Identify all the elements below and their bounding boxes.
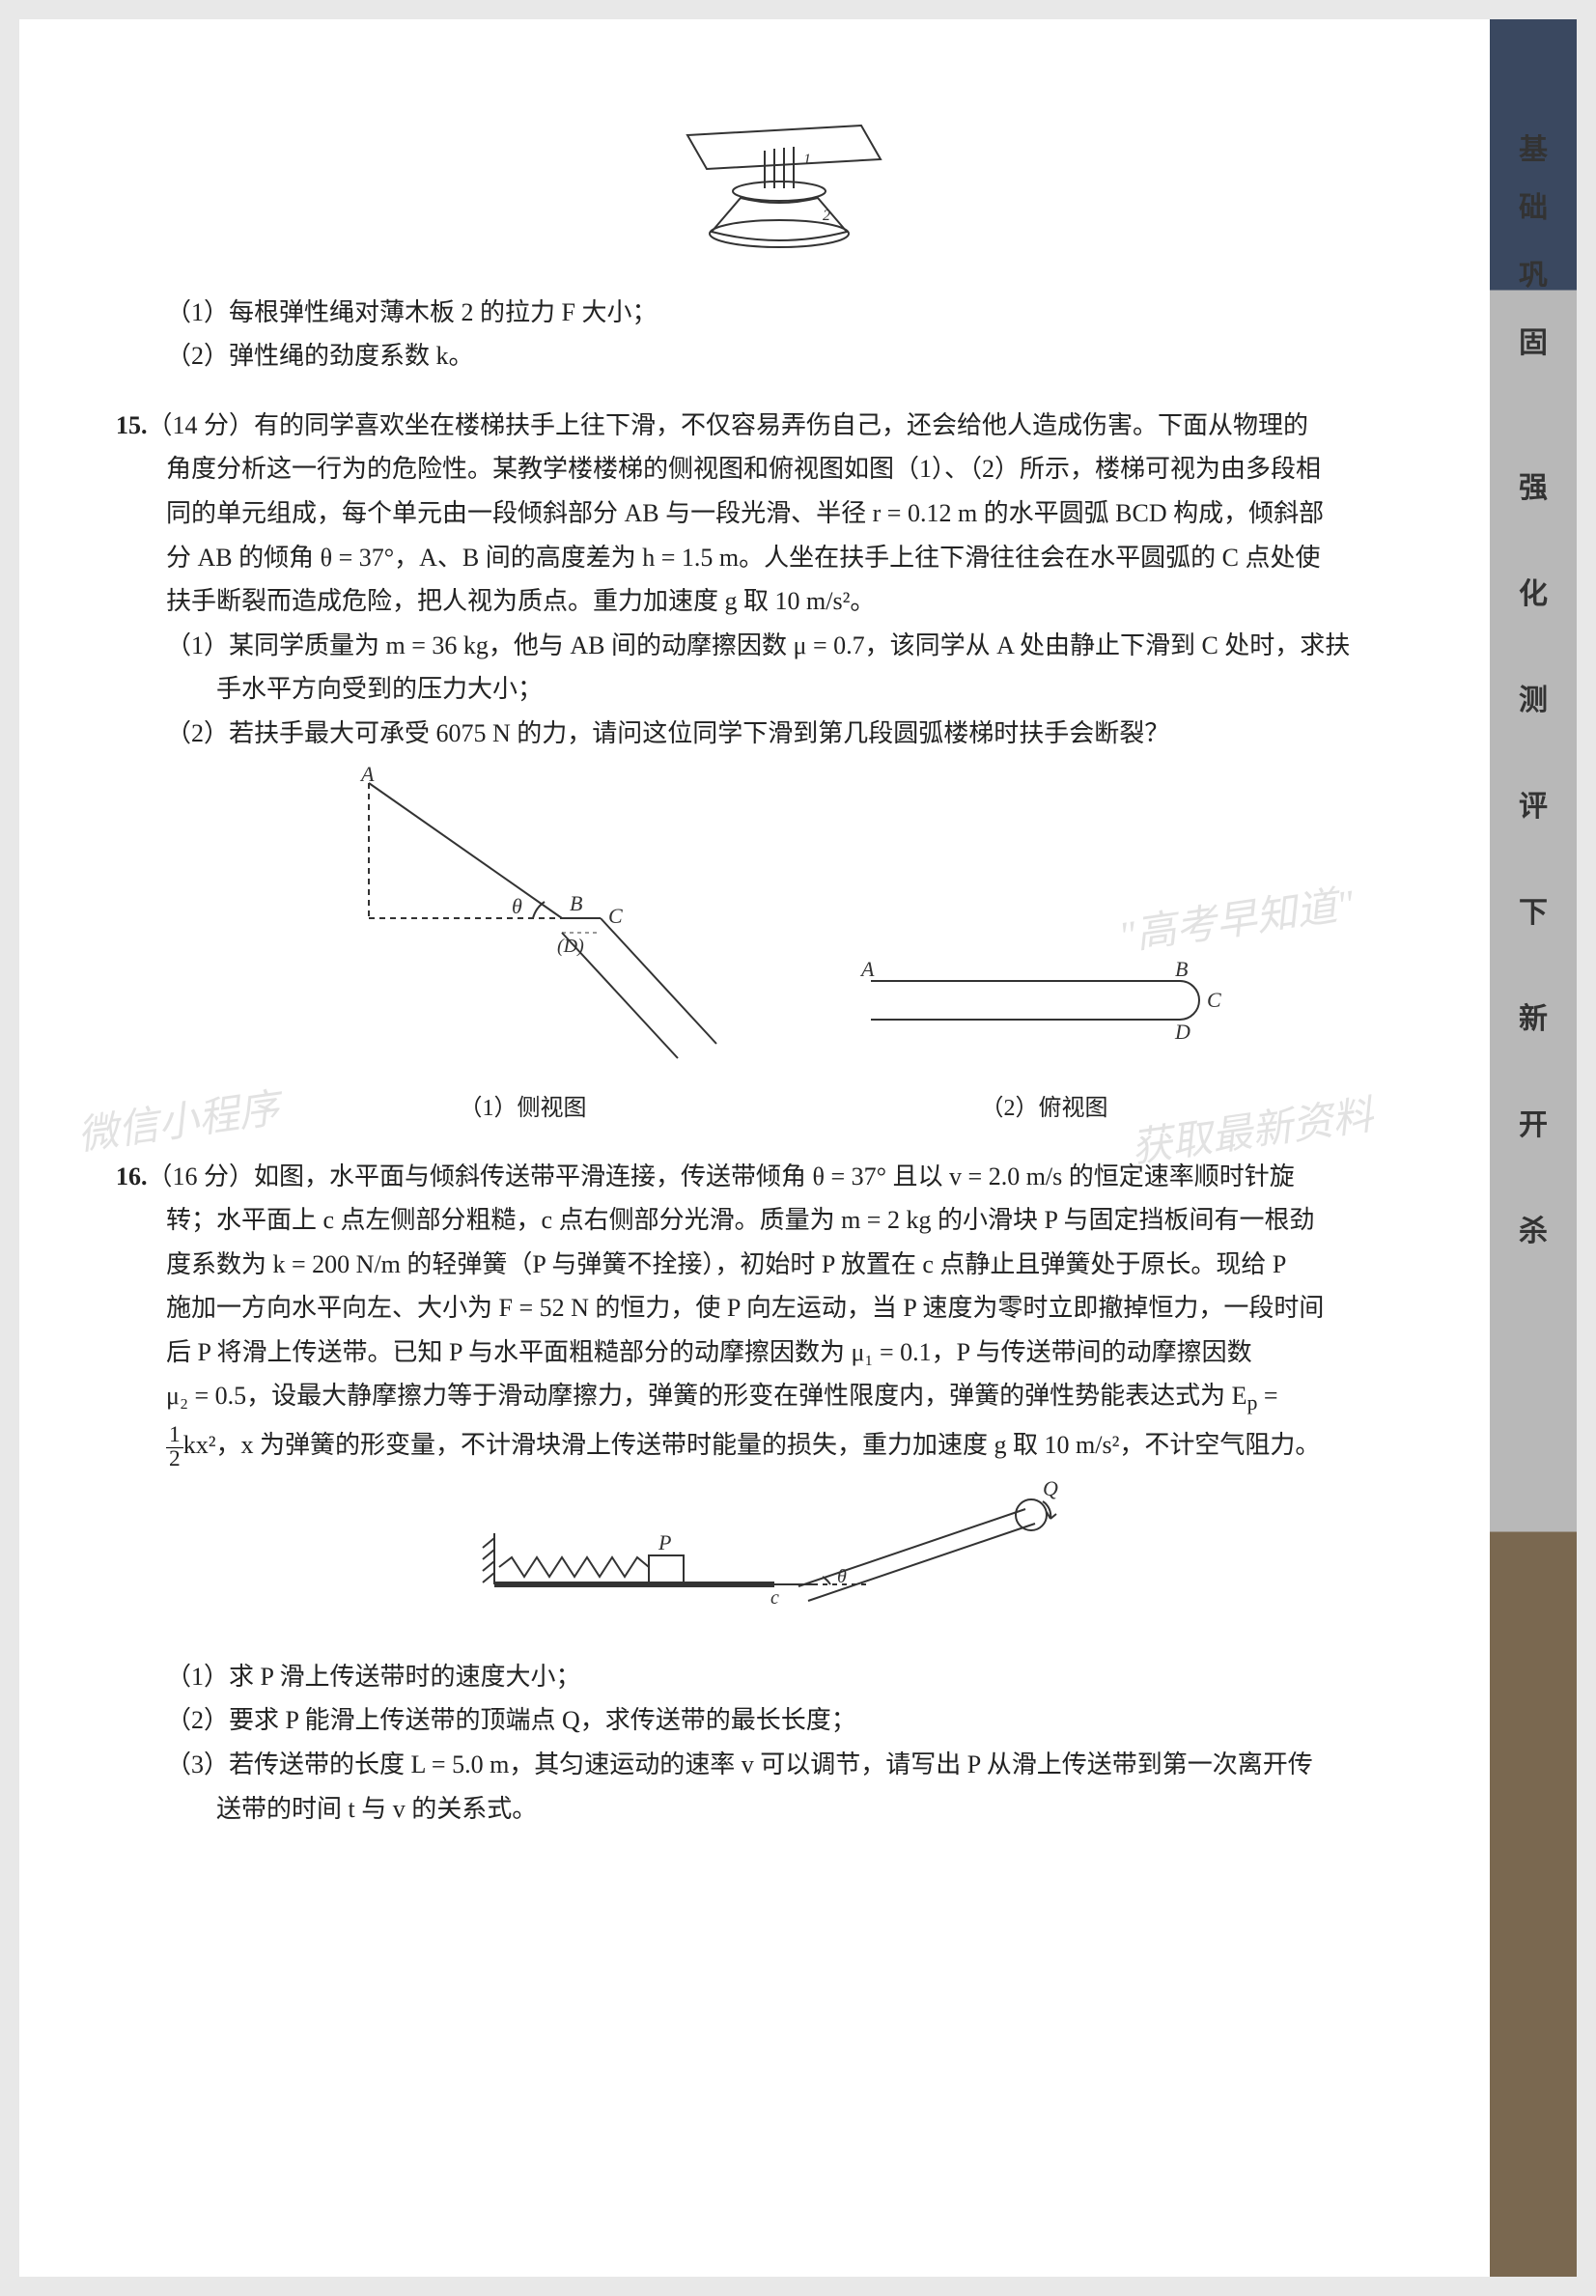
q15-fig1-block: A B C (D) θ （1）侧视图 bbox=[311, 764, 736, 1128]
side-char-3: 固 bbox=[1490, 319, 1577, 361]
q15-body1: 有的同学喜欢坐在楼梯扶手上往下滑，不仅容易弄伤自己，还会给他人造成伤害。下面从物… bbox=[254, 411, 1308, 439]
frac-den: 2 bbox=[166, 1448, 183, 1470]
q14-sub2: （2）弹性绳的劲度系数 k。 bbox=[116, 336, 1432, 377]
q15-fig2-caption: （2）俯视图 bbox=[852, 1090, 1238, 1127]
q15-fig1-caption: （1）侧视图 bbox=[311, 1090, 736, 1127]
side-char-8: 下 bbox=[1490, 888, 1577, 931]
q15-sub2: （2）若扶手最大可承受 6075 N 的力，请问这位同学下滑到第几段圆弧楼梯时扶… bbox=[116, 714, 1432, 754]
side-char-6: 测 bbox=[1490, 676, 1577, 718]
q15f2-D: D bbox=[1174, 1020, 1190, 1044]
q16-body6-post: = bbox=[1257, 1382, 1277, 1410]
q15-num: 15. bbox=[116, 411, 148, 439]
watermark-1: "高考早知道" bbox=[1114, 873, 1358, 970]
q16-body3: 度系数为 k = 200 N/m 的轻弹簧（P 与弹簧不拴接），初始时 P 放置… bbox=[116, 1245, 1432, 1285]
side-char-10: 开 bbox=[1490, 1101, 1577, 1143]
side-char-9: 新 bbox=[1490, 994, 1577, 1037]
q15f2-C: C bbox=[1207, 988, 1221, 1012]
q16-sub2: （2）要求 P 能滑上传送带的顶端点 Q，求传送带的最长长度； bbox=[116, 1700, 1432, 1741]
fraction-half: 1 2 bbox=[166, 1424, 183, 1470]
q15-fig1-svg: A B C (D) θ bbox=[311, 764, 736, 1073]
page: 1 2 （1）每根弹性绳对薄木板 2 的拉力 F 大小； （2）弹性绳的劲度系数… bbox=[19, 19, 1577, 2277]
q16-fig-svg: P Q c θ bbox=[465, 1480, 1083, 1625]
board-pedestal-svg: 1 2 bbox=[649, 106, 900, 261]
q14-figure: 1 2 bbox=[116, 106, 1432, 273]
side-char-2: 巩 bbox=[1490, 251, 1577, 294]
side-char-0: 基 bbox=[1490, 126, 1577, 168]
side-tab: 基 础 巩 固 强 化 测 评 下 新 开 杀 bbox=[1490, 19, 1577, 2277]
q14-subs: （1）每根弹性绳对薄木板 2 的拉力 F 大小； （2）弹性绳的劲度系数 k。 bbox=[116, 293, 1432, 377]
q16-line1: 16.（16 分）如图，水平面与倾斜传送带平滑连接，传送带倾角 θ = 37° … bbox=[116, 1157, 1432, 1197]
q15-label-theta: θ bbox=[512, 894, 522, 918]
q16-label-P: P bbox=[658, 1530, 671, 1554]
q16-body7-post: kx²，x 为弹簧的形变量，不计滑块滑上传送带时能量的损失，重力加速度 g 取 … bbox=[183, 1431, 1321, 1459]
q15-fig2-svg: A B C D bbox=[852, 957, 1238, 1073]
q15-sub1a: （1）某同学质量为 m = 36 kg，他与 AB 间的动摩擦因数 μ = 0.… bbox=[116, 626, 1432, 666]
q16-label-theta: θ bbox=[837, 1566, 847, 1587]
q15-body2: 角度分析这一行为的危险性。某教学楼楼梯的侧视图和俯视图如图（1）、（2）所示，楼… bbox=[116, 449, 1432, 490]
q16-body2: 转；水平面上 c 点左侧部分粗糙，c 点右侧部分光滑。质量为 m = 2 kg … bbox=[116, 1200, 1432, 1241]
side-char-11: 杀 bbox=[1490, 1207, 1577, 1249]
q16-sub3a: （3）若传送带的长度 L = 5.0 m，其匀速运动的速率 v 可以调节，请写出… bbox=[116, 1745, 1432, 1785]
q16-body6-pre: μ₂ = 0.5，设最大静摩擦力等于滑动摩擦力，弹簧的形变在弹性限度内，弹簧的弹… bbox=[166, 1382, 1247, 1410]
q15-label-B: B bbox=[570, 891, 582, 915]
side-char-7: 评 bbox=[1490, 782, 1577, 825]
q14-sub1: （1）每根弹性绳对薄木板 2 的拉力 F 大小； bbox=[116, 293, 1432, 333]
q16-body7: 1 2 kx²，x 为弹簧的形变量，不计滑块滑上传送带时能量的损失，重力加速度 … bbox=[116, 1424, 1432, 1470]
svg-text:(D): (D) bbox=[557, 936, 584, 957]
side-char-1: 础 bbox=[1490, 183, 1577, 226]
q15: 15.（14 分）有的同学喜欢坐在楼梯扶手上往下滑，不仅容易弄伤自己，还会给他人… bbox=[116, 406, 1432, 1128]
q15-fig2-block: A B C D （2）俯视图 bbox=[852, 957, 1238, 1128]
q15f2-A: A bbox=[859, 957, 875, 981]
q15f2-B: B bbox=[1175, 957, 1188, 981]
side-char-5: 化 bbox=[1490, 570, 1577, 612]
q15-figs: 微信小程序 "高考早知道" 获取最新资料 bbox=[116, 764, 1432, 1128]
q16-sub1: （1）求 P 滑上传送带时的速度大小； bbox=[116, 1657, 1432, 1697]
side-char-4: 强 bbox=[1490, 463, 1577, 506]
q15-label-C: C bbox=[608, 904, 623, 928]
q15-points: （14 分） bbox=[148, 411, 255, 439]
q16-sub3b: 送带的时间 t 与 v 的关系式。 bbox=[116, 1789, 1432, 1830]
svg-text:1: 1 bbox=[803, 152, 811, 168]
q16-label-c: c bbox=[770, 1587, 779, 1609]
q15-body5: 扶手断裂而造成危险，把人视为质点。重力加速度 g 取 10 m/s²。 bbox=[116, 581, 1432, 622]
q16: 16.（16 分）如图，水平面与倾斜传送带平滑连接，传送带倾角 θ = 37° … bbox=[116, 1157, 1432, 1830]
q16-body6: μ₂ = 0.5，设最大静摩擦力等于滑动摩擦力，弹簧的形变在弹性限度内，弹簧的弹… bbox=[116, 1376, 1432, 1420]
q16-points: （16 分） bbox=[148, 1162, 255, 1190]
q16-body6-sub: p bbox=[1247, 1392, 1258, 1415]
q15-body3: 同的单元组成，每个单元由一段倾斜部分 AB 与一段光滑、半径 r = 0.12 … bbox=[116, 493, 1432, 534]
svg-text:2: 2 bbox=[823, 208, 830, 224]
q15-body4: 分 AB 的倾角 θ = 37°，A、B 间的高度差为 h = 1.5 m。人坐… bbox=[116, 538, 1432, 578]
q16-figure: P Q c θ bbox=[116, 1480, 1432, 1638]
q15-sub1b: 手水平方向受到的压力大小； bbox=[116, 669, 1432, 710]
q16-body4: 施加一方向水平向左、大小为 F = 52 N 的恒力，使 P 向左运动，当 P … bbox=[116, 1288, 1432, 1329]
q15-label-A: A bbox=[359, 764, 375, 786]
content-area: 1 2 （1）每根弹性绳对薄木板 2 的拉力 F 大小； （2）弹性绳的劲度系数… bbox=[19, 19, 1490, 2277]
q15-line1: 15.（14 分）有的同学喜欢坐在楼梯扶手上往下滑，不仅容易弄伤自己，还会给他人… bbox=[116, 406, 1432, 446]
frac-num: 1 bbox=[166, 1424, 183, 1447]
q16-num: 16. bbox=[116, 1162, 148, 1190]
q16-body1: 如图，水平面与倾斜传送带平滑连接，传送带倾角 θ = 37° 且以 v = 2.… bbox=[254, 1162, 1295, 1190]
q16-body5: 后 P 将滑上传送带。已知 P 与水平面粗糙部分的动摩擦因数为 μ₁ = 0.1… bbox=[116, 1332, 1432, 1373]
q16-label-Q: Q bbox=[1043, 1480, 1058, 1500]
